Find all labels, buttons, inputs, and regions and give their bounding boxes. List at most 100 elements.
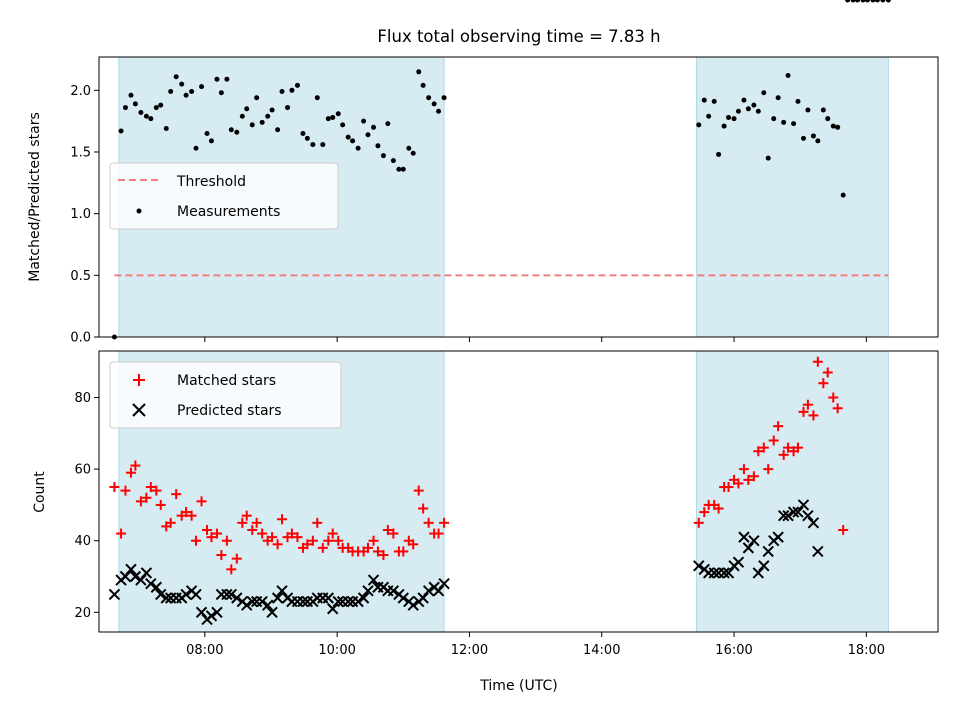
measurement-point [361,118,367,124]
x-tick-label: 14:00 [583,643,620,658]
matched-star-point [151,485,162,496]
measurement-point [781,119,787,125]
measurement-point [208,138,214,144]
matched-star-point [286,528,297,539]
measurement-point [420,82,426,88]
measurement-point [795,98,801,104]
measurement-point [189,89,195,95]
predicted-star-point [762,545,774,558]
matched-star-point [135,496,146,507]
y-tick-label: 80 [74,391,91,406]
matched-star-point [822,367,833,378]
bottom-y-axis-label: Count [32,471,48,513]
predicted-star-point [241,599,253,611]
predicted-star-point [342,595,354,608]
measurement-point [183,92,189,98]
matched-star-point [363,542,374,553]
matched-star-point [247,524,258,535]
predicted-star-point [135,574,147,586]
measurement-point [345,134,351,140]
measurement-point [330,114,336,120]
x-tick-label: 18:00 [848,643,885,658]
top-legend: Threshold Measurements [109,162,339,230]
predicted-star-point [297,595,309,608]
measurement-point [860,0,866,3]
y-tick-label: 2.0 [70,84,91,99]
predicted-star-point [108,588,121,601]
predicted-star-point [125,563,137,576]
matched-star-point [155,499,166,510]
y-tick-label: 1.0 [70,207,91,222]
matched-star-point [748,471,759,482]
matched-star-point [382,524,393,535]
matched-star-point [802,399,813,410]
matched-star-point [165,517,176,528]
matched-star-point [191,535,202,546]
measurement-point [325,116,331,122]
measurement-point [716,151,722,157]
measurement-point [138,110,144,116]
predicted-star-point [145,577,157,590]
measurement-point [314,95,320,101]
measurement-point [735,108,741,114]
measurement-point [840,192,846,198]
measurement-point [118,128,124,134]
matched-star-point [141,492,152,503]
measurement-point [805,107,811,113]
matched-star-point [171,489,182,500]
measurement-point [431,101,437,107]
measurement-point [825,116,831,122]
matched-star-point [181,507,192,518]
measurement-point [199,84,205,90]
predicted-star-point [748,535,760,547]
measurement-point [148,116,154,122]
matched-star-point [292,532,303,543]
measurement-point [416,69,422,75]
predicted-star-point [797,499,810,511]
matched-star-point [713,503,724,514]
measurement-point [726,114,732,120]
measurement-point [791,121,797,127]
predicted-star-point [738,531,750,543]
matched-star-point [267,532,278,543]
predicted-star-point [362,585,374,597]
predicted-star-point [119,570,132,583]
matched-star-point [116,528,127,539]
predicted-star-point [718,567,730,579]
matched-star-point [773,421,784,432]
matched-star-point [723,482,734,493]
predicted-star-point [787,506,800,518]
measurement-point [265,113,271,119]
y-tick-label: 0.5 [70,269,91,284]
measurement-point [158,102,164,108]
measurement-point [228,127,234,133]
x-axis-label: Time (UTC) [479,678,557,694]
predicted-star-point [231,592,243,604]
predicted-star-point [271,592,284,604]
bottom-legend: Matched stars Predicted stars [109,361,342,429]
predicted-star-point [225,588,238,601]
measurement-point [741,97,747,103]
predicted-star-point [417,592,429,604]
top-x-ticks [204,337,867,342]
observing-window-2 [696,350,889,633]
matched-star-point [398,546,409,557]
y-tick-label: 0.0 [70,331,91,346]
matched-star-point [423,517,434,528]
measurement-point [350,138,356,144]
legend-threshold-label: Threshold [176,174,246,190]
measurement-point [800,135,806,141]
x-tick-label: 08:00 [186,643,223,658]
top-shaded-regions [118,56,889,338]
matched-star-point [388,528,399,539]
measurement-point [761,90,767,96]
predicted-star-point [722,567,735,579]
matched-star-point [216,550,227,561]
measurement-point [785,73,791,79]
matched-star-point [368,535,379,546]
matched-star-point [241,510,252,521]
measurement-point [143,113,149,119]
matched-star-point [221,535,232,546]
